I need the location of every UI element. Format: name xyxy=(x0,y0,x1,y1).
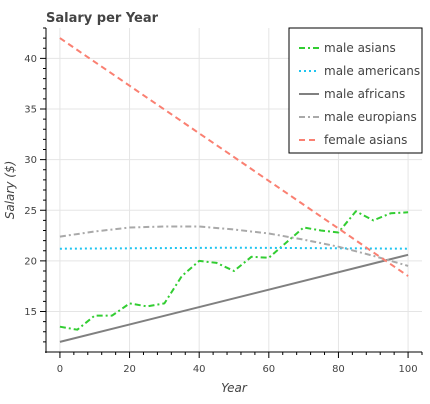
chart-title: Salary per Year xyxy=(46,11,159,26)
x-tick-label-0: 0 xyxy=(57,364,63,375)
series-lines xyxy=(59,37,409,343)
y-tick-label-3: 30 xyxy=(24,155,37,166)
legend-box xyxy=(288,27,423,154)
legend-label-2: male africans xyxy=(324,87,405,101)
legend: male asians male americans male africans ma… xyxy=(288,27,423,154)
legend-label-3: male europians xyxy=(324,110,417,124)
y-tick-label-5: 40 xyxy=(24,54,37,65)
x-tick-label-1: 20 xyxy=(123,364,136,375)
series-line-1 xyxy=(59,246,409,250)
x-tick-label-2: 40 xyxy=(193,364,206,375)
y-tick-label-1: 20 xyxy=(24,256,37,267)
y-tick-label-2: 25 xyxy=(24,206,37,217)
series-line-0 xyxy=(59,210,409,331)
series-line-4 xyxy=(59,37,409,277)
axes: 15 20 25 30 35 40 0 20 40 60 80 100 xyxy=(24,27,423,375)
series-line-2 xyxy=(59,253,409,343)
y-tick-label-0: 15 xyxy=(24,307,37,318)
x-tick-label-5: 100 xyxy=(399,364,418,375)
x-tick-label-3: 60 xyxy=(262,364,275,375)
y-tick-label-4: 35 xyxy=(24,105,37,116)
legend-label-4: female asians xyxy=(324,133,407,147)
x-axis-label: Year xyxy=(221,381,248,395)
x-tick-label-4: 80 xyxy=(332,364,345,375)
legend-label-1: male americans xyxy=(324,64,420,78)
series-line-3 xyxy=(59,225,409,267)
legend-label-0: male asians xyxy=(324,41,396,55)
y-axis-label: Salary ($) xyxy=(3,161,17,220)
